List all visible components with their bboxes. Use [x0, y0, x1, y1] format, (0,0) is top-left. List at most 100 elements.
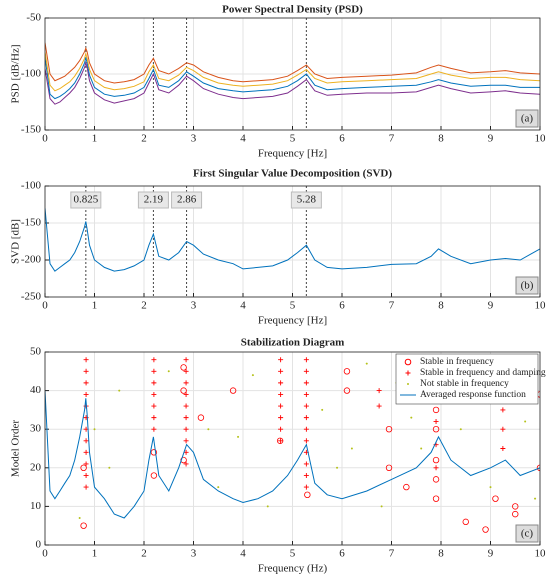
legend-label: Not stable in frequency: [420, 378, 509, 389]
x-tick-label: 7: [389, 300, 395, 312]
y-tick-label: -100: [21, 180, 42, 192]
marker-plus: [151, 368, 157, 374]
x-tick-label: 2: [141, 548, 147, 560]
peak-label: 2.86: [177, 194, 197, 206]
marker-circle: [536, 464, 540, 471]
legend-marker: [405, 370, 411, 376]
y-tick-label: 30: [30, 423, 42, 435]
marker-plus: [278, 426, 284, 432]
marker-dot: [237, 435, 240, 438]
marker-dot: [489, 486, 492, 489]
x-tick-label: 5: [290, 300, 296, 312]
marker-plus: [83, 357, 89, 363]
marker-dot: [365, 362, 368, 365]
data-line: [45, 51, 540, 92]
marker-circle: [229, 387, 237, 394]
marker-dot: [207, 428, 210, 431]
marker-plus: [303, 426, 309, 432]
x-tick-label: 6: [339, 133, 345, 145]
marker-plus: [83, 438, 89, 444]
marker-plus: [183, 461, 189, 467]
y-tick-label: -200: [21, 254, 42, 266]
x-tick-label: 9: [488, 133, 494, 145]
panel-label: (c): [521, 528, 534, 540]
y-axis-label: PSD [dB/Hz]: [10, 45, 22, 104]
marker-plus: [500, 407, 506, 413]
legend-box: [395, 353, 539, 405]
legend-label: Stable in frequency and damping: [420, 367, 546, 378]
marker-plus: [183, 438, 189, 444]
marker-dot: [350, 447, 353, 450]
marker-plus: [183, 415, 189, 421]
marker-plus: [303, 368, 309, 374]
marker-circle: [512, 503, 519, 510]
marker-plus: [183, 403, 189, 409]
plot-content: [45, 357, 540, 533]
x-tick-label: 7: [389, 133, 395, 145]
y-axis-label: SVD [dB]: [10, 219, 22, 264]
marker-plus: [278, 380, 284, 386]
marker-plus: [183, 368, 189, 374]
x-tick-label: 4: [240, 133, 246, 145]
marker-circle: [492, 495, 499, 502]
marker-circle: [180, 387, 187, 394]
x-tick-label: 7: [389, 548, 395, 560]
y-tick-label: 0: [36, 539, 42, 551]
marker-circle: [150, 449, 158, 456]
marker-dot: [336, 466, 339, 469]
panel-label: (b): [521, 280, 534, 292]
x-tick-label: 6: [339, 300, 345, 312]
y-tick-label: -150: [21, 217, 42, 229]
legend-marker: [407, 383, 409, 385]
marker-plus: [151, 357, 157, 363]
marker-circle: [180, 456, 187, 464]
marker-dot: [108, 466, 111, 469]
marker-circle: [343, 387, 351, 394]
x-tick-label: 4: [240, 300, 246, 312]
marker-dot: [459, 428, 462, 431]
marker-plus: [278, 391, 284, 397]
panel: 0 1 2 3 4 5 6 7 8 9 10 -250 -200 -150 -100 0.825 2.19 2.8…: [10, 168, 546, 327]
marker-plus: [183, 380, 189, 386]
marker-plus: [278, 357, 284, 363]
marker-plus: [278, 438, 284, 444]
marker-dot: [534, 497, 537, 500]
x-tick-label: 3: [191, 300, 197, 312]
y-tick-label: -250: [21, 291, 42, 303]
y-tick-label: -150: [21, 124, 42, 136]
marker-plus: [376, 403, 382, 409]
peak-label-box: [137, 191, 169, 209]
peak-label-box: [171, 191, 203, 209]
marker-circle: [150, 472, 158, 479]
marker-plus: [83, 484, 89, 490]
marker-plus: [303, 438, 309, 444]
marker-plus: [83, 461, 89, 467]
marker-plus: [278, 368, 284, 374]
x-tick-label: 1: [92, 300, 98, 312]
x-tick-label: 1: [92, 133, 98, 145]
x-tick-label: 3: [191, 548, 197, 560]
plot-frame: [44, 185, 541, 298]
x-tick-label: 0: [42, 300, 48, 312]
marker-plus: [151, 415, 157, 421]
x-tick-label: 9: [488, 548, 494, 560]
legend-label: Stable in frequency: [420, 356, 494, 367]
legend-marker: [404, 358, 412, 366]
marker-circle: [80, 464, 87, 471]
marker-dot: [321, 408, 324, 411]
y-tick-label: 20: [30, 461, 42, 473]
marker-plus: [303, 484, 309, 490]
x-tick-label: 0: [42, 548, 48, 560]
x-axis-label: Frequency (Hz): [258, 563, 328, 575]
marker-plus: [433, 465, 439, 471]
marker-plus: [278, 403, 284, 409]
marker-circle: [197, 414, 205, 421]
data-line: [45, 390, 540, 519]
marker-dot: [410, 416, 413, 419]
x-tick-label: 10: [535, 548, 547, 560]
marker-circle: [343, 368, 351, 375]
marker-circle: [432, 456, 440, 464]
marker-plus: [151, 403, 157, 409]
y-tick-label: 50: [30, 346, 42, 358]
